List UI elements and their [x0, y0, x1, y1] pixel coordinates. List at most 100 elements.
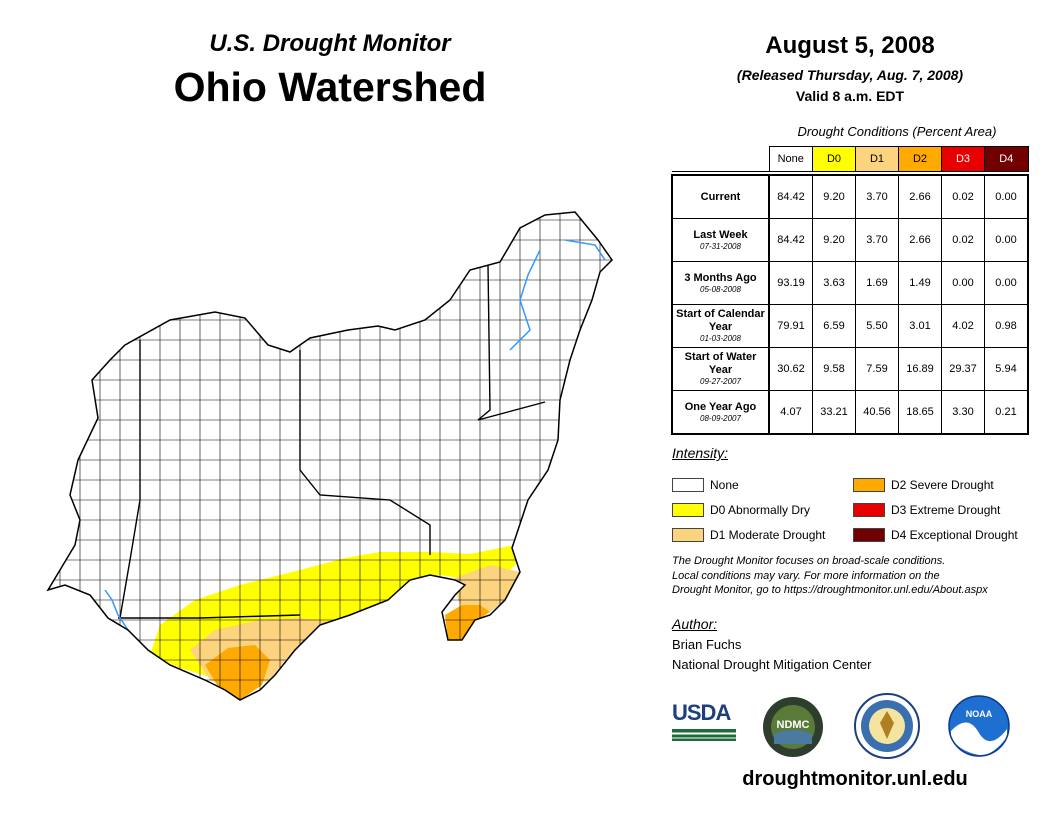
legend-label: D1 Moderate Drought	[710, 527, 826, 542]
col-none: None	[768, 146, 813, 172]
row-date: 07-31-2008	[700, 241, 741, 251]
legend-swatch	[853, 527, 885, 542]
ndmc-logo-text: NDMC	[777, 719, 810, 731]
river-icon	[509, 239, 606, 351]
table-cell: 30.62	[768, 347, 813, 391]
table-row: Last Week 07-31-2008 84.42 9.20 3.70 2.66 0.02…	[671, 218, 1029, 262]
table-cell: 0.00	[984, 261, 1029, 305]
website-url[interactable]: droughtmonitor.unl.edu	[742, 768, 968, 790]
table-cell: 3.63	[812, 261, 856, 305]
table-cell: 5.50	[855, 304, 899, 348]
table-corner	[672, 146, 769, 172]
col-d4: D4	[984, 146, 1029, 172]
table-cell: 0.98	[984, 304, 1029, 348]
row-label: Start of Calendar Year 01-03-2008	[671, 304, 770, 348]
author-org: National Drought Mitigation Center	[672, 657, 872, 672]
commerce-seal-icon	[854, 693, 920, 759]
map-title: Ohio Watershed	[173, 64, 487, 110]
row-label-text: One Year Ago	[684, 400, 757, 413]
table-cell: 93.19	[768, 261, 813, 305]
valid-time: Valid 8 a.m. EDT	[795, 88, 905, 104]
row-label-text: Last Week	[693, 228, 748, 241]
note-line: Drought Monitor, go to https://droughtmo…	[672, 584, 988, 596]
col-d0: D0	[812, 146, 856, 172]
table-cell: 6.59	[812, 304, 856, 348]
author-name: Brian Fuchs	[672, 637, 742, 652]
author-title: Author:	[672, 616, 718, 632]
table-cell: 5.94	[984, 347, 1029, 391]
intensity-title: Intensity:	[672, 445, 729, 461]
note-line: The Drought Monitor focuses on broad-sca…	[672, 555, 946, 567]
col-d3: D3	[941, 146, 985, 172]
row-date: 09-27-2007	[700, 377, 741, 386]
col-d1: D1	[855, 146, 899, 172]
table-cell: 0.02	[941, 174, 985, 219]
row-label-text: 3 Months Ago	[684, 271, 757, 284]
table-cell: 1.49	[898, 261, 942, 305]
legend-swatch	[672, 477, 704, 492]
table-cell: 33.21	[812, 390, 856, 435]
ndmc-logo-icon: NDMC	[763, 697, 823, 757]
table-cell: 9.20	[812, 218, 856, 262]
legend-swatch	[853, 477, 885, 492]
legend-label: None	[710, 477, 739, 492]
legend-item-d4: D4 Exceptional Drought	[853, 522, 1018, 547]
table-cell: 7.59	[855, 347, 899, 391]
col-d2: D2	[898, 146, 942, 172]
release-date: (Released Thursday, Aug. 7, 2008)	[736, 67, 964, 83]
note-line: Local conditions may vary. For more info…	[672, 569, 940, 582]
legend-item-d3: D3 Extreme Drought	[853, 497, 1018, 522]
table-cell: 3.70	[855, 218, 899, 262]
table-cell: 3.01	[898, 304, 942, 348]
table-cell: 2.66	[898, 174, 942, 219]
noaa-logo-text: NOAA	[966, 709, 993, 719]
table-cell: 40.56	[855, 390, 899, 435]
row-date: 01-03-2008	[700, 334, 741, 343]
table-cell: 0.00	[984, 218, 1029, 262]
legend-label: D0 Abnormally Dry	[710, 502, 811, 517]
legend-item-d1: D1 Moderate Drought	[672, 522, 825, 547]
usda-logo-text: USDA	[672, 700, 731, 725]
table-row: Current 84.42 9.20 3.70 2.66 0.02 0.00	[671, 174, 1029, 219]
table-cell: 0.00	[984, 174, 1029, 219]
table-cell: 4.02	[941, 304, 985, 348]
map-subtitle: U.S. Drought Monitor	[209, 30, 451, 57]
row-label: Current	[671, 174, 770, 219]
usda-logo-icon: USDA	[672, 700, 736, 750]
table-cell: 0.02	[941, 218, 985, 262]
legend-label: D2 Severe Drought	[891, 477, 994, 492]
ohio-watershed-map	[47, 211, 613, 701]
row-date: 08-09-2007	[700, 413, 741, 423]
row-label-text: Start of Calendar Year	[676, 308, 765, 333]
legend-item-d2: D2 Severe Drought	[853, 472, 1018, 497]
noaa-logo-icon: NOAA	[948, 695, 1010, 757]
table-cell: 9.58	[812, 347, 856, 391]
legend-swatch	[672, 502, 704, 517]
legend-label: D3 Extreme Drought	[891, 502, 1001, 517]
drought-conditions-table: None D0 D1 D2 D3 D4 Current 84.42 9.20 3.70…	[671, 146, 1029, 435]
table-cell: 1.69	[855, 261, 899, 305]
legend-item-d0: D0 Abnormally Dry	[672, 497, 825, 522]
table-row: One Year Ago 08-09-2007 4.07 33.21 40.56 18.6…	[671, 390, 1029, 435]
table-cell: 0.00	[941, 261, 985, 305]
table-cell: 16.89	[898, 347, 942, 391]
table-cell: 84.42	[768, 174, 813, 219]
legend-swatch	[853, 502, 885, 517]
table-cell: 79.91	[768, 304, 813, 348]
map-date: August 5, 2008	[765, 32, 935, 59]
drought-monitor-note: The Drought Monitor focuses on broad-sca…	[672, 554, 1042, 598]
table-cell: 29.37	[941, 347, 985, 391]
table-cell: 3.30	[941, 390, 985, 435]
row-label: Start of Water Year 09-27-2007	[671, 347, 770, 391]
row-label-text: Start of Water Year	[684, 351, 757, 376]
legend-item-none: None	[672, 472, 825, 497]
table-cell: 18.65	[898, 390, 942, 435]
legend-col-2: D2 Severe Drought D3 Extreme Drought D4 …	[853, 472, 1018, 547]
table-row: 3 Months Ago 05-08-2008 93.19 3.63 1.69 1.49 0…	[671, 261, 1029, 305]
table-caption: Drought Conditions (Percent Area)	[797, 124, 997, 139]
row-label-text: Current	[700, 190, 741, 203]
table-cell: 0.21	[984, 390, 1029, 435]
table-cell: 9.20	[812, 174, 856, 219]
table-cell: 3.70	[855, 174, 899, 219]
legend-label: D4 Exceptional Drought	[891, 527, 1018, 542]
